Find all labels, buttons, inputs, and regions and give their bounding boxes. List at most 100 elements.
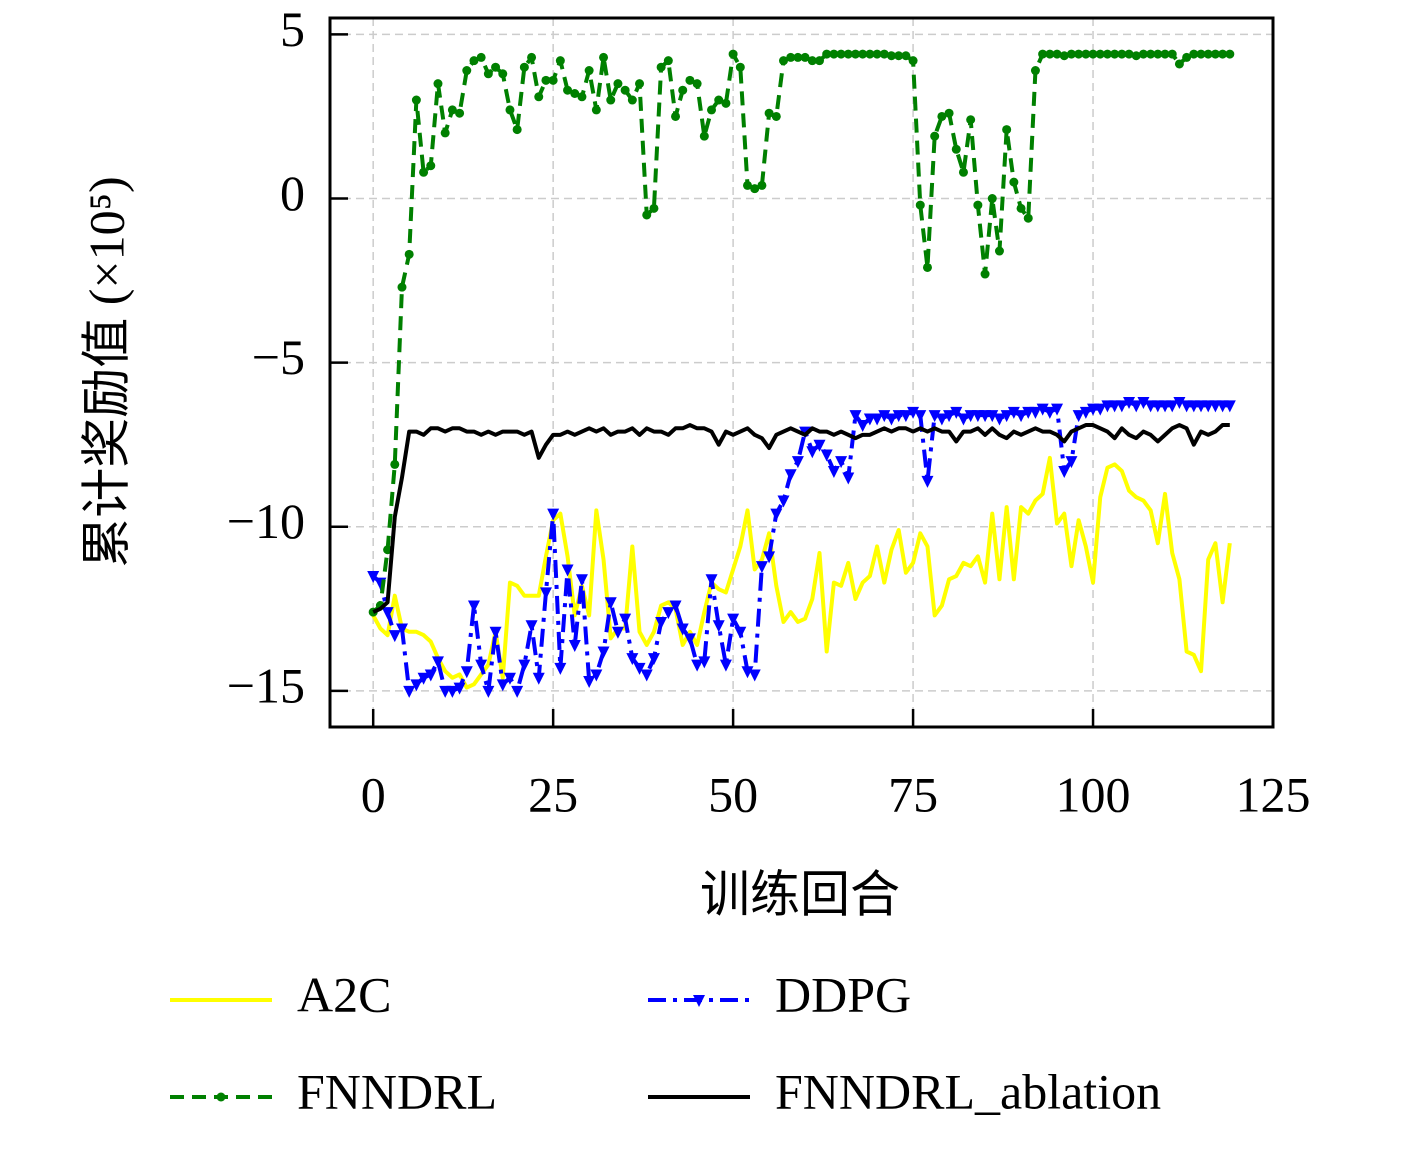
marker xyxy=(1043,406,1056,419)
marker xyxy=(656,62,666,72)
marker xyxy=(770,508,783,521)
marker xyxy=(1065,456,1078,469)
marker xyxy=(748,669,761,682)
marker xyxy=(431,656,444,669)
marker xyxy=(879,49,889,59)
marker xyxy=(627,95,637,105)
marker xyxy=(973,200,983,210)
marker xyxy=(1007,406,1020,419)
marker xyxy=(440,128,450,138)
marker xyxy=(907,406,920,419)
marker xyxy=(655,616,668,629)
marker xyxy=(476,52,486,62)
marker xyxy=(424,669,437,682)
marker xyxy=(395,623,408,636)
marker xyxy=(388,630,401,643)
marker xyxy=(1074,49,1084,59)
marker xyxy=(764,108,774,118)
marker xyxy=(505,105,515,115)
marker xyxy=(1225,49,1235,59)
marker xyxy=(843,49,853,59)
marker xyxy=(635,79,645,89)
marker xyxy=(806,446,819,459)
marker xyxy=(1045,49,1055,59)
legend-marker xyxy=(693,995,705,1007)
marker xyxy=(613,79,623,89)
marker xyxy=(525,620,538,633)
marker xyxy=(899,410,912,423)
x-tick-label: 25 xyxy=(528,766,578,822)
marker xyxy=(1123,397,1136,410)
marker xyxy=(894,51,904,61)
marker xyxy=(928,410,941,423)
marker xyxy=(750,184,760,194)
marker xyxy=(943,410,956,423)
marker xyxy=(827,465,840,478)
marker xyxy=(496,679,509,692)
marker xyxy=(599,52,609,62)
marker xyxy=(842,472,855,485)
marker xyxy=(554,662,567,675)
marker xyxy=(683,633,696,646)
marker xyxy=(604,597,617,610)
marker xyxy=(561,564,574,577)
marker xyxy=(460,666,473,679)
x-tick-label: 50 xyxy=(708,766,758,822)
marker xyxy=(1189,49,1199,59)
marker xyxy=(1029,406,1042,419)
y-tick-label: −10 xyxy=(227,493,305,549)
marker xyxy=(727,613,740,626)
marker xyxy=(1059,51,1069,61)
plot-area xyxy=(367,49,1236,698)
marker xyxy=(462,66,472,76)
marker xyxy=(426,161,436,171)
legend-marker xyxy=(216,1092,226,1102)
x-tick-label: 0 xyxy=(361,766,386,822)
y-tick-label: 5 xyxy=(280,1,305,57)
marker xyxy=(1115,400,1128,413)
marker xyxy=(555,56,565,66)
marker xyxy=(575,574,588,587)
legend-label: A2C xyxy=(297,966,391,1022)
marker xyxy=(446,685,459,698)
marker xyxy=(743,180,753,190)
marker xyxy=(633,662,646,675)
legend-label: FNNDRL_ablation xyxy=(775,1063,1161,1119)
marker xyxy=(518,659,531,672)
marker xyxy=(829,49,839,59)
marker xyxy=(1173,397,1186,410)
y-tick-label: −15 xyxy=(227,657,305,713)
marker xyxy=(944,108,954,118)
marker xyxy=(1110,49,1120,59)
y-axis-label: 累计奖励值 (×10⁵) xyxy=(78,176,134,567)
marker xyxy=(671,111,681,121)
marker xyxy=(721,98,731,108)
legend-label: FNNDRL xyxy=(297,1063,497,1119)
marker xyxy=(381,607,394,620)
marker xyxy=(784,469,797,482)
marker xyxy=(886,51,896,61)
marker xyxy=(1124,49,1134,59)
x-axis-label: 训练回合 xyxy=(700,866,900,922)
x-tick-label: 125 xyxy=(1236,766,1311,822)
marker xyxy=(1072,410,1085,423)
marker xyxy=(570,88,580,98)
marker xyxy=(1081,49,1091,59)
marker xyxy=(813,439,826,452)
marker xyxy=(836,49,846,59)
marker xyxy=(663,56,673,66)
marker xyxy=(930,131,940,141)
marker xyxy=(714,95,724,105)
marker xyxy=(620,85,630,95)
marker xyxy=(908,56,918,66)
marker xyxy=(647,653,660,666)
plot-frame xyxy=(328,16,1275,729)
marker xyxy=(1130,400,1143,413)
marker xyxy=(1153,49,1163,59)
marker xyxy=(755,561,768,574)
marker xyxy=(994,246,1004,256)
marker xyxy=(958,167,968,177)
marker xyxy=(591,105,601,115)
marker xyxy=(937,111,947,121)
marker xyxy=(548,75,558,85)
